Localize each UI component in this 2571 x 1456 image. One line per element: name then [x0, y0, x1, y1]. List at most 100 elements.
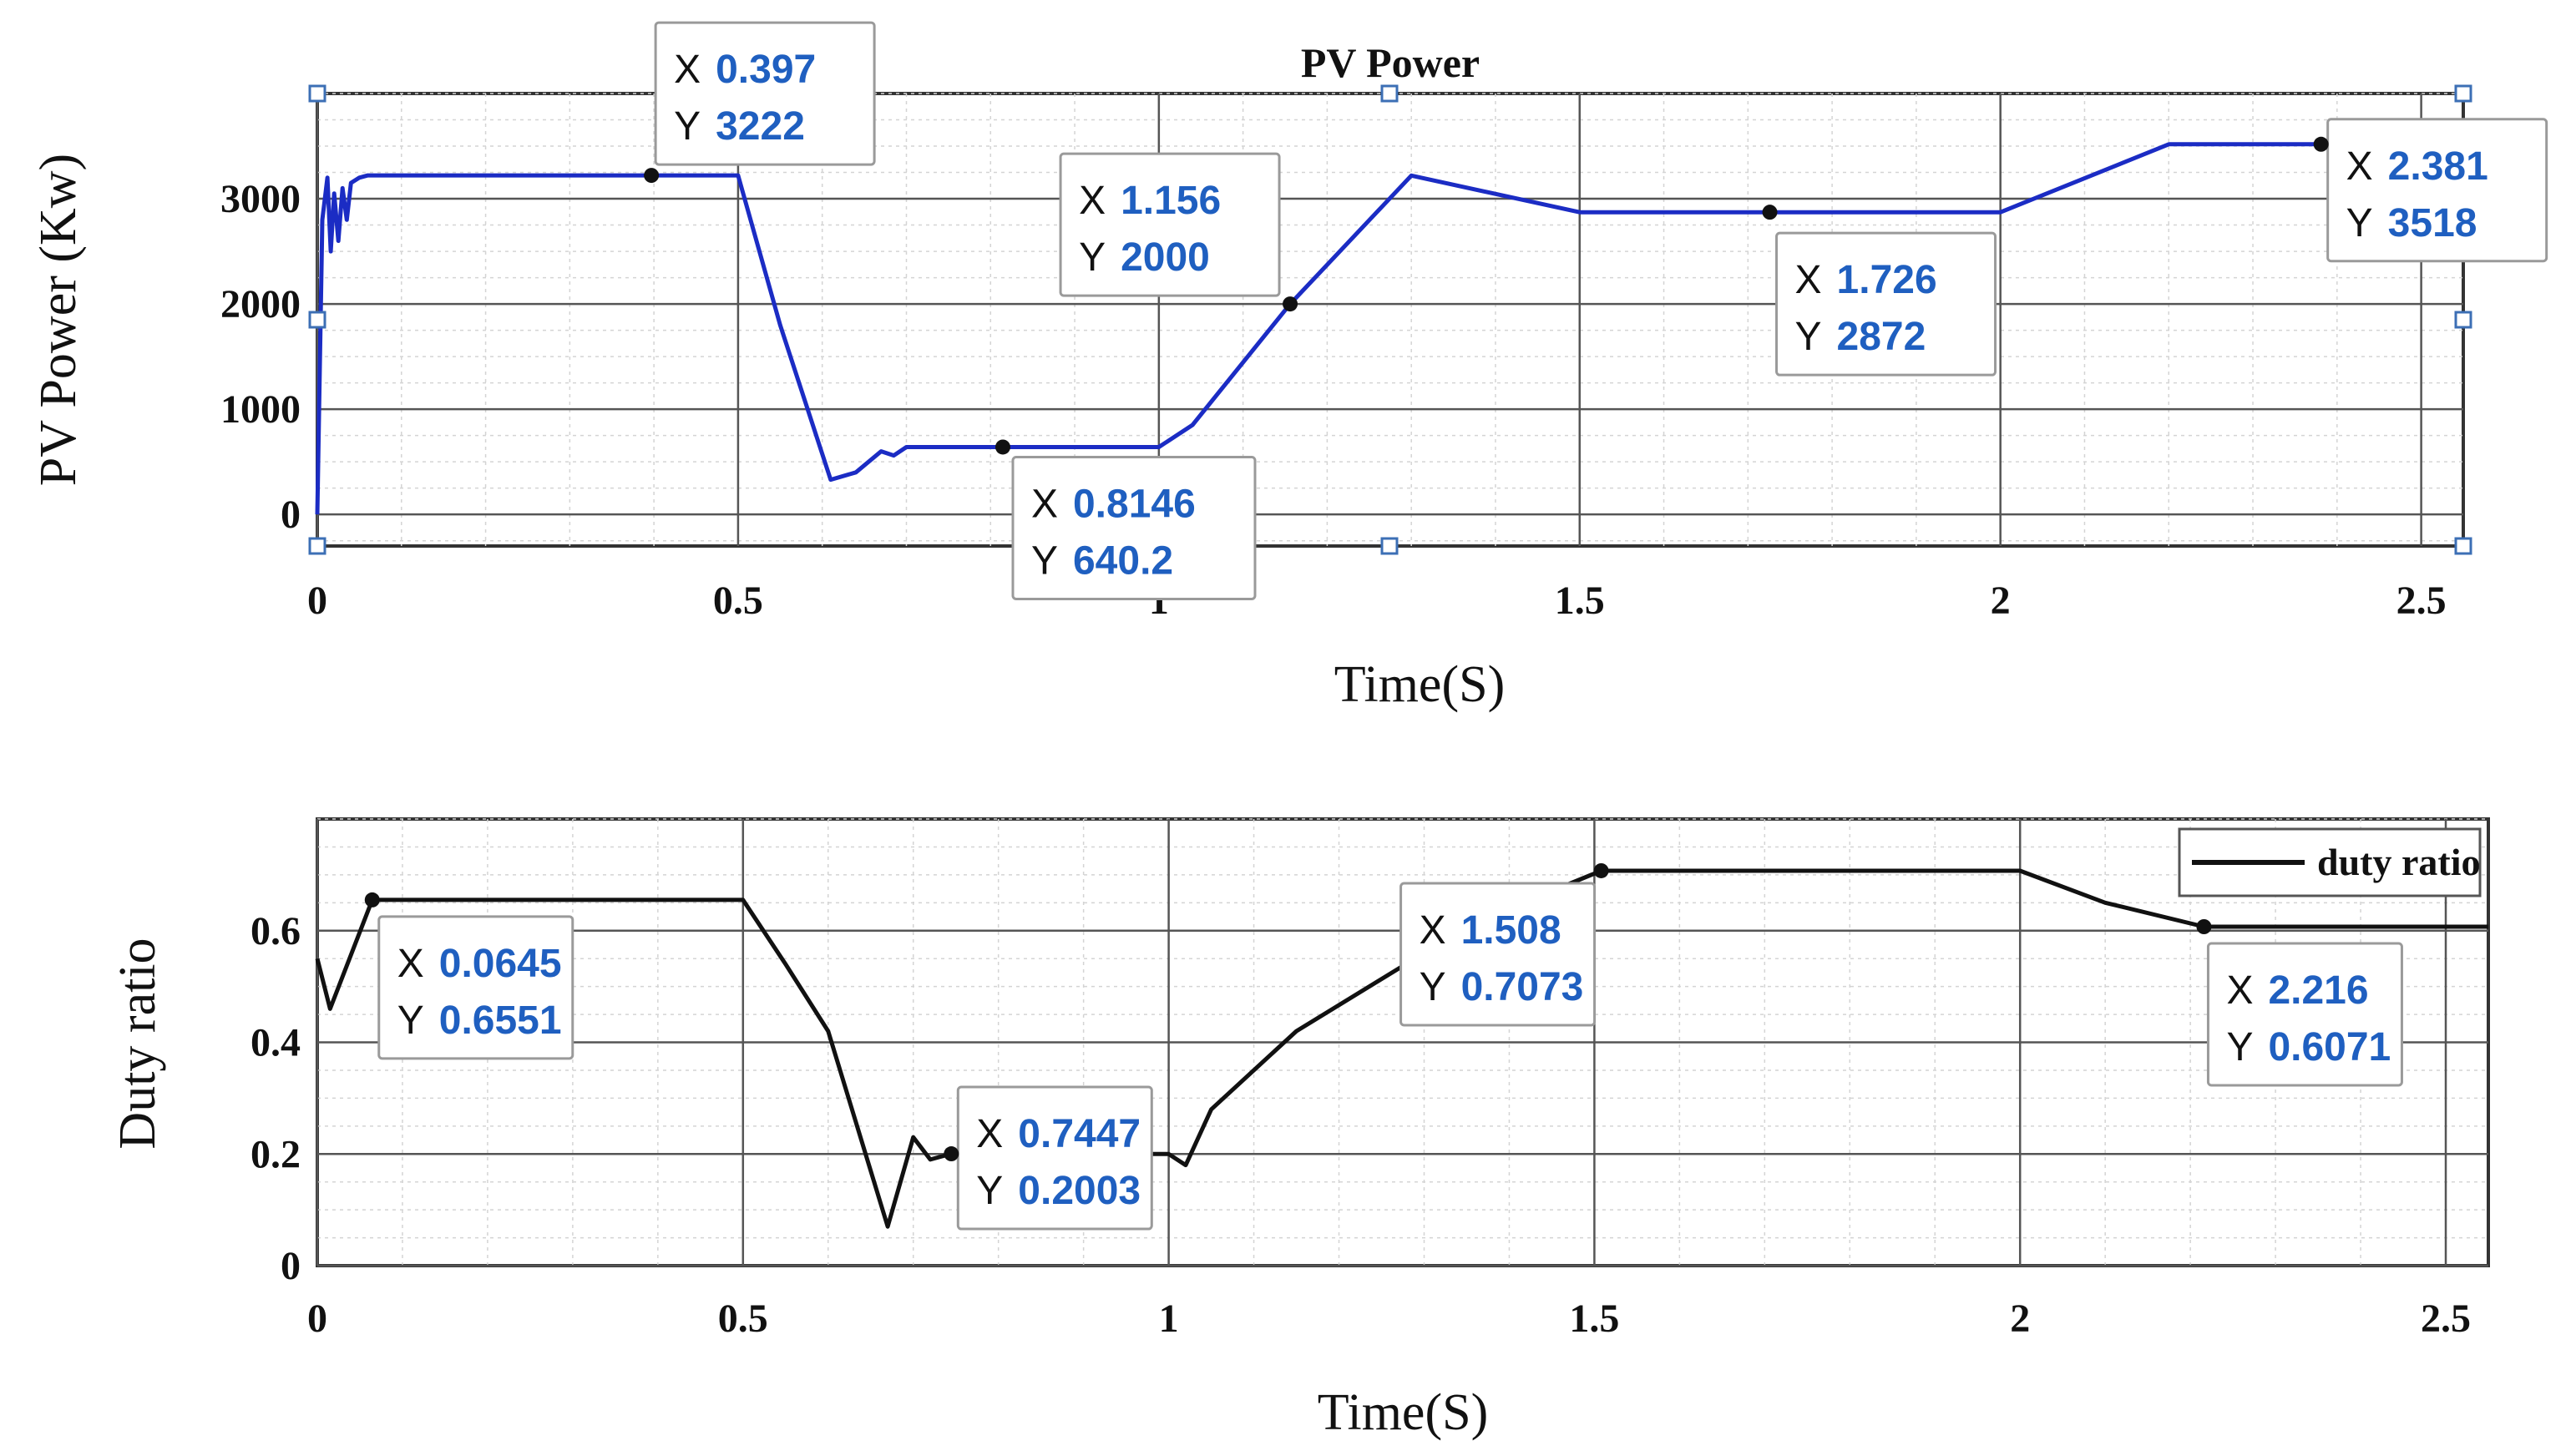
pv-x-ticks: 0 0.5 1 1.5 2 2.5: [307, 579, 2447, 623]
data-tip-x-value: 0.0645: [439, 942, 562, 986]
duty-ratio-series-line: [315, 868, 2488, 1229]
data-tip-y-value: 2000: [1121, 235, 1210, 280]
data-tip-marker[interactable]: [1593, 862, 1609, 878]
selection-handle[interactable]: [308, 84, 326, 103]
duty-y-ticks: 0 0.2 0.4 0.6: [251, 909, 301, 1288]
data-tip[interactable]: X 1.726 Y 2872: [1762, 205, 1997, 377]
data-tip-y-value: 0.7073: [1461, 965, 1584, 1009]
data-tip-box: [1059, 152, 1281, 297]
data-tip-box: [654, 21, 876, 166]
data-tip[interactable]: X 0.7447 Y 0.2003: [944, 1085, 1153, 1231]
x-tick-label: 0: [307, 1297, 327, 1341]
selection-handle[interactable]: [308, 537, 326, 555]
pv-y-ticks: 0 1000 2000 3000: [220, 177, 301, 537]
data-tip-box: [956, 1085, 1153, 1231]
data-tip-marker[interactable]: [2313, 136, 2329, 152]
data-tip-box: [1011, 455, 1257, 600]
data-tip-x-value: 2.381: [2388, 144, 2488, 189]
data-tip-x-value: 1.726: [1837, 258, 1937, 302]
data-tip-x-label: X: [2226, 968, 2253, 1013]
data-tip-x-label: X: [1420, 908, 1446, 953]
x-tick-label: 2.5: [2421, 1297, 2471, 1341]
data-tip-x-value: 0.397: [716, 48, 816, 92]
selection-handle[interactable]: [2454, 537, 2472, 555]
pv-y-axis-label: PV Power (Kw): [30, 154, 87, 486]
legend-label: duty ratio: [2317, 841, 2481, 883]
data-tip-box: [377, 915, 574, 1060]
data-tip-marker[interactable]: [644, 168, 660, 184]
data-tip[interactable]: X 1.156 Y 2000: [1059, 152, 1298, 312]
data-tip-marker[interactable]: [944, 1146, 959, 1162]
data-tip-x-value: 2.216: [2268, 968, 2368, 1013]
x-tick-label: 2: [1991, 579, 2011, 623]
data-tip-y-label: Y: [1420, 965, 1446, 1009]
data-tip-marker[interactable]: [2196, 919, 2212, 935]
data-tip-x-value: 0.8146: [1073, 482, 1196, 526]
data-tip-y-label: Y: [976, 1169, 1003, 1213]
data-tip-y-label: Y: [1795, 315, 1822, 359]
x-tick-label: 0.5: [718, 1297, 768, 1341]
data-tip-y-label: Y: [1031, 538, 1058, 583]
data-tip-y-value: 0.6551: [439, 998, 562, 1043]
data-tip-x-value: 0.7447: [1018, 1112, 1141, 1156]
data-tip-x-label: X: [674, 48, 701, 92]
pv-power-series-line: [315, 142, 2463, 515]
data-tip-x-label: X: [1079, 179, 1106, 223]
data-tip-x-label: X: [1795, 258, 1822, 302]
x-tick-label: 2: [2010, 1297, 2030, 1341]
data-tip-x-label: X: [976, 1112, 1003, 1156]
y-tick-label: 1000: [220, 387, 301, 432]
data-tip-y-value: 0.6071: [2268, 1025, 2391, 1069]
pv-x-axis-label: Time(S): [1334, 656, 1505, 713]
data-tip-y-value: 3518: [2388, 201, 2477, 245]
data-tip-y-value: 3222: [716, 104, 805, 149]
data-tip-x-label: X: [1031, 482, 1058, 526]
selection-handle[interactable]: [308, 311, 326, 329]
y-tick-label: 2000: [220, 282, 301, 326]
y-tick-label: 0: [281, 1244, 301, 1288]
x-tick-label: 0.5: [713, 579, 763, 623]
y-tick-label: 0.4: [251, 1021, 301, 1065]
y-tick-label: 0.2: [251, 1132, 301, 1176]
data-tip-box: [1775, 231, 1997, 377]
data-tip[interactable]: X 0.0645 Y 0.6551: [364, 892, 574, 1060]
data-tip[interactable]: X 1.508 Y 0.7073: [1399, 862, 1609, 1027]
duty-y-axis-label: Duty ratio: [109, 938, 166, 1149]
data-tip-y-value: 2872: [1837, 315, 1926, 359]
x-tick-label: 1.5: [1569, 1297, 1619, 1341]
data-tip-y-label: Y: [2346, 201, 2373, 245]
data-tip[interactable]: X 0.8146 Y 640.2: [994, 439, 1257, 600]
data-tip-y-label: Y: [397, 998, 424, 1043]
pv-chart-title: PV Power: [1301, 39, 1480, 86]
data-tip-y-value: 0.2003: [1018, 1169, 1141, 1213]
duty-x-axis-label: Time(S): [1318, 1384, 1488, 1441]
data-tip-x-value: 1.156: [1121, 179, 1221, 223]
data-tip[interactable]: X 2.381 Y 3518: [2313, 118, 2548, 263]
data-tip-box: [2206, 942, 2403, 1087]
data-tip-marker[interactable]: [994, 439, 1010, 455]
data-tip-marker[interactable]: [1283, 296, 1298, 312]
data-tip-y-label: Y: [674, 104, 701, 149]
data-tip-box: [1399, 882, 1597, 1027]
pv-data-tips: X 0.397 Y 3222 X 0.8146 Y 640.2 X 1.156 Y 2000 X 1.72…: [644, 21, 2548, 600]
y-tick-label: 0: [281, 493, 301, 537]
data-tip-marker[interactable]: [364, 892, 380, 907]
selection-handle[interactable]: [2454, 84, 2472, 103]
selection-handle[interactable]: [2454, 311, 2472, 329]
data-tip-marker[interactable]: [1762, 205, 1778, 220]
y-tick-label: 0.6: [251, 909, 301, 953]
selection-handle[interactable]: [1380, 84, 1399, 103]
selection-handle[interactable]: [1380, 537, 1399, 555]
x-tick-label: 0: [307, 579, 327, 623]
duty-x-ticks: 0 0.5 1 1.5 2 2.5: [307, 1297, 2471, 1341]
data-tip[interactable]: X 0.397 Y 3222: [644, 21, 876, 184]
data-tip-x-label: X: [397, 942, 424, 986]
data-tip[interactable]: X 2.216 Y 0.6071: [2196, 919, 2403, 1087]
data-tip-x-value: 1.508: [1461, 908, 1561, 953]
pv-plot-area: [316, 92, 2465, 548]
duty-legend: duty ratio: [2178, 827, 2482, 897]
